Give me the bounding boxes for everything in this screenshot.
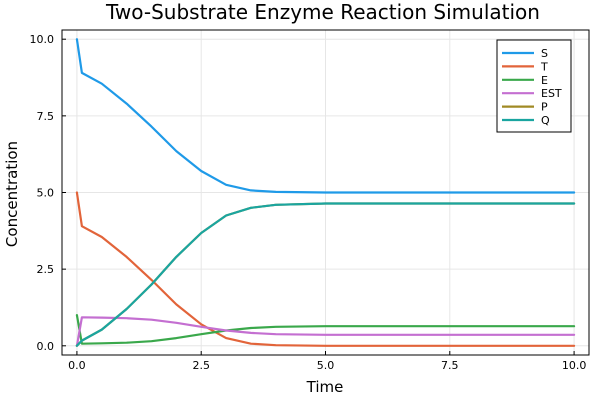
legend-label-t: T (540, 60, 548, 73)
x-tick-label: 7.5 (441, 359, 459, 372)
series-layer (75, 38, 576, 347)
x-tick-label: 0.0 (68, 359, 86, 372)
y-tick-label: 0.0 (37, 340, 55, 353)
x-tick-label: 5.0 (317, 359, 335, 372)
legend-label-e: E (541, 74, 548, 87)
legend-label-est: EST (541, 87, 562, 100)
y-tick-label: 7.5 (37, 110, 55, 123)
chart-title: Two-Substrate Enzyme Reaction Simulation (105, 0, 540, 24)
legend-box (496, 39, 572, 133)
x-tick-label: 2.5 (192, 359, 210, 372)
legend-label-q: Q (541, 114, 550, 127)
y-tick-label: 10.0 (30, 33, 55, 46)
series-line-e (75, 314, 576, 345)
series-line-s (75, 38, 576, 194)
tick-layer: 0.0 2.5 5.0 7.5 10.0 0.0 2.5 5.0 7.5 10.0 (30, 33, 587, 372)
y-axis-label: Concentration (3, 141, 21, 247)
legend-label-s: S (541, 47, 548, 60)
series-line-t (75, 191, 576, 347)
y-tick-label: 5.0 (37, 187, 55, 200)
legend-label-p: P (541, 101, 548, 114)
x-tick-label: 10.0 (562, 359, 587, 372)
series-line-q (75, 202, 576, 347)
x-axis-label: Time (306, 378, 344, 396)
y-tick-label: 2.5 (37, 263, 55, 276)
